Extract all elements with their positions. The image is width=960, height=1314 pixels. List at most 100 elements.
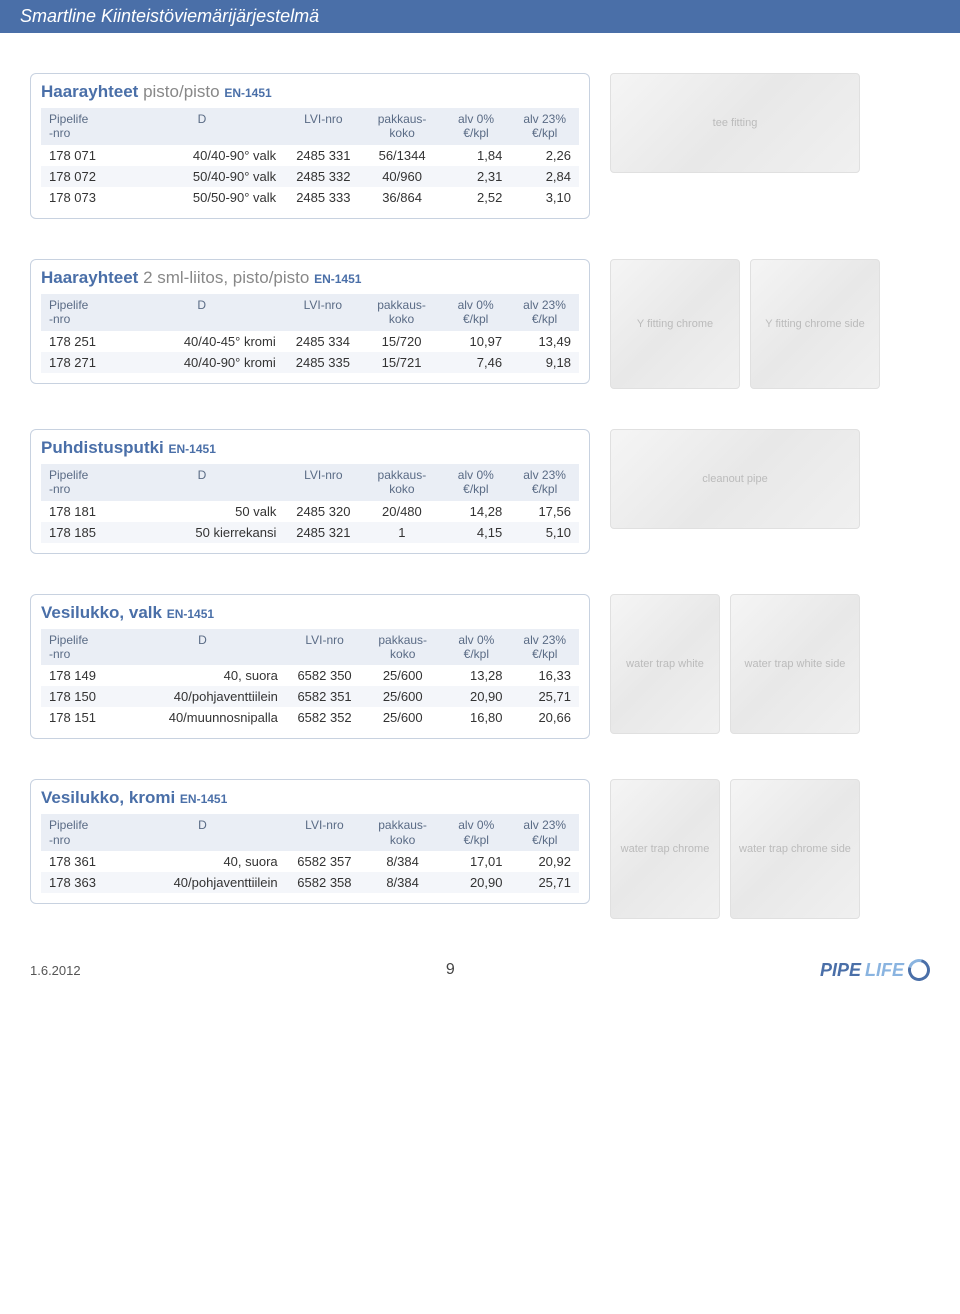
table-cell: 2485 333 [284, 187, 362, 208]
table-cell: 56/1344 [362, 145, 441, 166]
table-cell: 40/40-90° valk [120, 145, 284, 166]
table-cell: 40/40-45° kromi [120, 331, 284, 352]
column-header: D [119, 814, 285, 851]
title-sub: 2 sml-liitos, pisto/pisto [143, 268, 309, 287]
column-header: LVI-nro [284, 108, 362, 145]
table-cell: 40/muunnosnipalla [119, 707, 286, 728]
column-header: D [120, 464, 285, 501]
column-header: alv 0%€/kpl [442, 629, 510, 666]
table-cell: 16,80 [442, 707, 510, 728]
table-cell: 178 363 [41, 872, 119, 893]
table-row: 178 15040/pohjaventtiilein6582 35125/600… [41, 686, 579, 707]
logo-text-1: PIPE [820, 960, 861, 981]
column-header: pakkaus-koko [362, 294, 441, 331]
product-image: water trap chrome [610, 779, 720, 919]
product-image: tee fitting [610, 73, 860, 173]
column-header: pakkaus-koko [363, 629, 442, 666]
table-cell: 2,26 [510, 145, 579, 166]
column-header: alv 0%€/kpl [442, 108, 511, 145]
table-cell: 178 150 [41, 686, 119, 707]
table-cell: 6582 352 [286, 707, 363, 728]
table-cell: 40/pohjaventtiilein [119, 686, 286, 707]
logo-ring-icon [904, 955, 934, 985]
product-section: Puhdistusputki EN-1451 Pipelife-nroDLVI-n… [30, 429, 930, 554]
table-cell: 8/384 [363, 851, 442, 872]
footer-page-number: 9 [446, 961, 455, 979]
data-table: Pipelife-nroDLVI-nropakkaus-kokoalv 0%€/… [41, 108, 579, 208]
table-cell: 8/384 [363, 872, 442, 893]
column-header: D [119, 629, 286, 666]
column-header: Pipelife-nro [41, 464, 120, 501]
product-image: Y fitting chrome [610, 259, 740, 389]
column-header: alv 0%€/kpl [441, 294, 510, 331]
product-images: Y fitting chromeY fitting chrome side [610, 259, 880, 389]
table-cell: 2,52 [442, 187, 511, 208]
column-header: LVI-nro [284, 464, 362, 501]
table-cell: 2485 332 [284, 166, 362, 187]
table-cell: 50 kierrekansi [120, 522, 285, 543]
table-cell: 40, suora [119, 851, 285, 872]
table-cell: 6582 358 [286, 872, 363, 893]
brand-logo: PIPELIFE [820, 959, 930, 981]
table-cell: 20,90 [442, 872, 510, 893]
table-cell: 9,18 [510, 352, 579, 373]
column-header: alv 0%€/kpl [442, 814, 510, 851]
table-cell: 20,66 [511, 707, 579, 728]
column-header: Pipelife-nro [41, 814, 119, 851]
table-title: Puhdistusputki EN-1451 [41, 438, 579, 458]
table-cell: 178 151 [41, 707, 119, 728]
column-header: pakkaus-koko [363, 814, 442, 851]
title-main: Vesilukko, kromi [41, 788, 175, 807]
table-cell: 25/600 [363, 686, 442, 707]
table-cell: 2485 334 [284, 331, 362, 352]
table-row: 178 15140/muunnosnipalla6582 35225/60016… [41, 707, 579, 728]
product-section: Haarayhteet pisto/pisto EN-1451 Pipelife-… [30, 73, 930, 219]
title-en: EN-1451 [224, 86, 271, 100]
product-image: water trap white [610, 594, 720, 734]
column-header: alv 23%€/kpl [510, 464, 579, 501]
table-cell: 17,01 [442, 851, 510, 872]
column-header: Pipelife-nro [41, 294, 120, 331]
product-section: Vesilukko, valk EN-1451Pipelife-nroDLVI-… [30, 594, 930, 740]
title-main: Haarayhteet [41, 82, 138, 101]
table-cell: 15/721 [362, 352, 441, 373]
data-table: Pipelife-nroDLVI-nropakkaus-kokoalv 0%€/… [41, 464, 579, 543]
logo-text-2: LIFE [865, 960, 904, 981]
table-title: Haarayhteet pisto/pisto EN-1451 [41, 82, 579, 102]
table-cell: 178 073 [41, 187, 120, 208]
table-cell: 50 valk [120, 501, 285, 522]
table-cell: 25,71 [511, 686, 579, 707]
title-main: Vesilukko, valk [41, 603, 162, 622]
product-images: tee fitting [610, 73, 860, 173]
table-container: Puhdistusputki EN-1451 Pipelife-nroDLVI-n… [30, 429, 590, 554]
table-cell: 1,84 [442, 145, 511, 166]
title-en: EN-1451 [314, 272, 361, 286]
title-sub: pisto/pisto [143, 82, 220, 101]
table-cell: 178 149 [41, 665, 119, 686]
table-cell: 6582 350 [286, 665, 363, 686]
product-images: cleanout pipe [610, 429, 860, 529]
table-cell: 25,71 [511, 872, 580, 893]
table-cell: 15/720 [362, 331, 441, 352]
data-table: Pipelife-nroDLVI-nropakkaus-kokoalv 0%€/… [41, 294, 579, 373]
table-cell: 178 271 [41, 352, 120, 373]
page-content: Haarayhteet pisto/pisto EN-1451 Pipelife-… [0, 73, 960, 949]
table-cell: 40/40-90° kromi [120, 352, 284, 373]
table-cell: 10,97 [441, 331, 510, 352]
table-cell: 2485 321 [284, 522, 362, 543]
page-header-bar: Smartline Kiinteistöviemärijärjestelmä [0, 0, 960, 33]
table-cell: 178 071 [41, 145, 120, 166]
table-row: 178 27140/40-90° kromi2485 33515/7217,46… [41, 352, 579, 373]
page-footer: 1.6.2012 9 PIPELIFE [0, 949, 960, 1001]
table-cell: 13,28 [442, 665, 510, 686]
table-cell: 4,15 [441, 522, 510, 543]
table-title: Vesilukko, kromi EN-1451 [41, 788, 579, 808]
table-cell: 178 185 [41, 522, 120, 543]
column-header: pakkaus-koko [362, 108, 441, 145]
table-cell: 36/864 [362, 187, 441, 208]
table-cell: 50/50-90° valk [120, 187, 284, 208]
table-cell: 50/40-90° valk [120, 166, 284, 187]
table-cell: 7,46 [441, 352, 510, 373]
table-cell: 2485 331 [284, 145, 362, 166]
product-images: water trap whitewater trap white side [610, 594, 860, 734]
